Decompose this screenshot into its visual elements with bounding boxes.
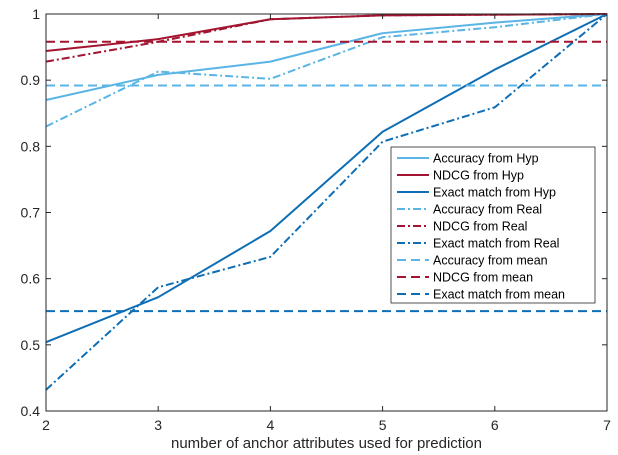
series-line-3 [45, 13, 608, 344]
legend-label: Exact match from mean [433, 288, 565, 302]
y-tick-label: 0.4 [21, 403, 41, 419]
series-line-6 [45, 13, 608, 391]
y-tick-label: 0.7 [21, 205, 41, 221]
legend-label: Exact match from Hyp [433, 186, 556, 200]
tick-layer: 2 3 4 5 6 7 0.4 0.5 0.6 0.7 0.8 0.9 1 [21, 6, 612, 433]
y-tick-label: 0.6 [21, 271, 41, 287]
y-tick-label: 0.8 [21, 138, 41, 154]
legend-label: Accuracy from Hyp [433, 152, 539, 166]
legend-label: NDCG from Real [433, 220, 527, 234]
legend: Accuracy from Hyp NDCG from Hyp Exact matc… [390, 146, 596, 304]
y-tick-label: 1 [32, 6, 40, 22]
series-line-1 [45, 13, 608, 101]
x-tick-label: 7 [603, 417, 611, 433]
x-tick-label: 6 [491, 417, 499, 433]
x-tick-label: 5 [379, 417, 387, 433]
legend-label: Exact match from Real [433, 237, 559, 251]
y-tick-label: 0.9 [21, 72, 41, 88]
x-tick-label: 4 [267, 417, 275, 433]
series-line-5 [45, 13, 608, 63]
x-tick-label: 2 [42, 417, 50, 433]
x-axis-label: number of anchor attributes used for pre… [171, 435, 482, 452]
x-tick-label: 3 [154, 417, 162, 433]
legend-label: NDCG from mean [433, 271, 533, 285]
y-tick-label: 0.5 [21, 337, 41, 353]
legend-label: Accuracy from mean [433, 254, 548, 268]
series-layer [45, 13, 608, 391]
legend-label: Accuracy from Real [433, 203, 542, 217]
legend-label: NDCG from Hyp [433, 169, 524, 183]
